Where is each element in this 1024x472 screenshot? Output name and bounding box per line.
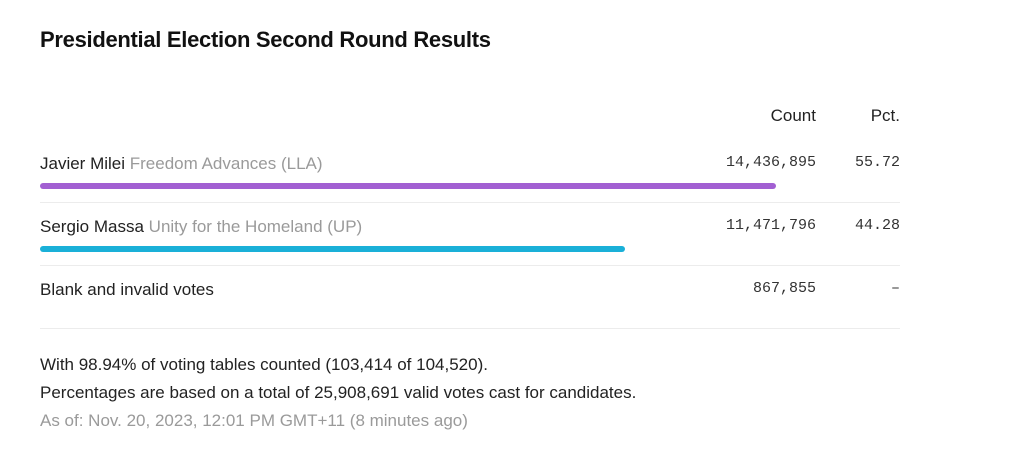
table-row-milei: Javier Milei Freedom Advances (LLA) 14,4… — [40, 140, 900, 203]
footnotes: With 98.94% of voting tables counted (10… — [40, 351, 636, 435]
candidate-label: Javier Milei — [40, 154, 126, 173]
candidate-name: Sergio Massa Unity for the Homeland (UP) — [40, 217, 362, 237]
candidate-name: Javier Milei Freedom Advances (LLA) — [40, 154, 323, 174]
chart-title: Presidential Election Second Round Resul… — [40, 27, 491, 52]
vote-count: 11,471,796 — [725, 217, 816, 234]
vote-pct: – — [890, 280, 900, 297]
percentage-basis-note: Percentages are based on a total of 25,9… — [40, 383, 637, 402]
vote-pct: 44.28 — [854, 217, 900, 234]
timestamp: As of: Nov. 20, 2023, 12:01 PM GMT+11 (8… — [40, 411, 468, 430]
vote-pct: 55.72 — [854, 154, 900, 171]
count-column-header: Count — [770, 106, 816, 125]
row-label: Blank and invalid votes — [40, 280, 214, 299]
vote-count: 14,436,895 — [725, 154, 816, 171]
table-header: Count Pct. — [40, 100, 900, 140]
party-label: Freedom Advances (LLA) — [129, 154, 323, 173]
vote-count: 867,855 — [752, 280, 816, 297]
table-row-blank: Blank and invalid votes 867,855 – — [40, 266, 900, 329]
vote-bar — [40, 246, 625, 252]
tables-counted-note: With 98.94% of voting tables counted (10… — [40, 355, 488, 374]
vote-bar — [40, 183, 777, 189]
pct-column-header: Pct. — [870, 106, 900, 125]
party-label: Unity for the Homeland (UP) — [148, 217, 363, 236]
candidate-label: Sergio Massa — [40, 217, 144, 236]
results-table: Count Pct. Javier Milei Freedom Advances… — [40, 100, 900, 329]
table-row-massa: Sergio Massa Unity for the Homeland (UP)… — [40, 203, 900, 266]
